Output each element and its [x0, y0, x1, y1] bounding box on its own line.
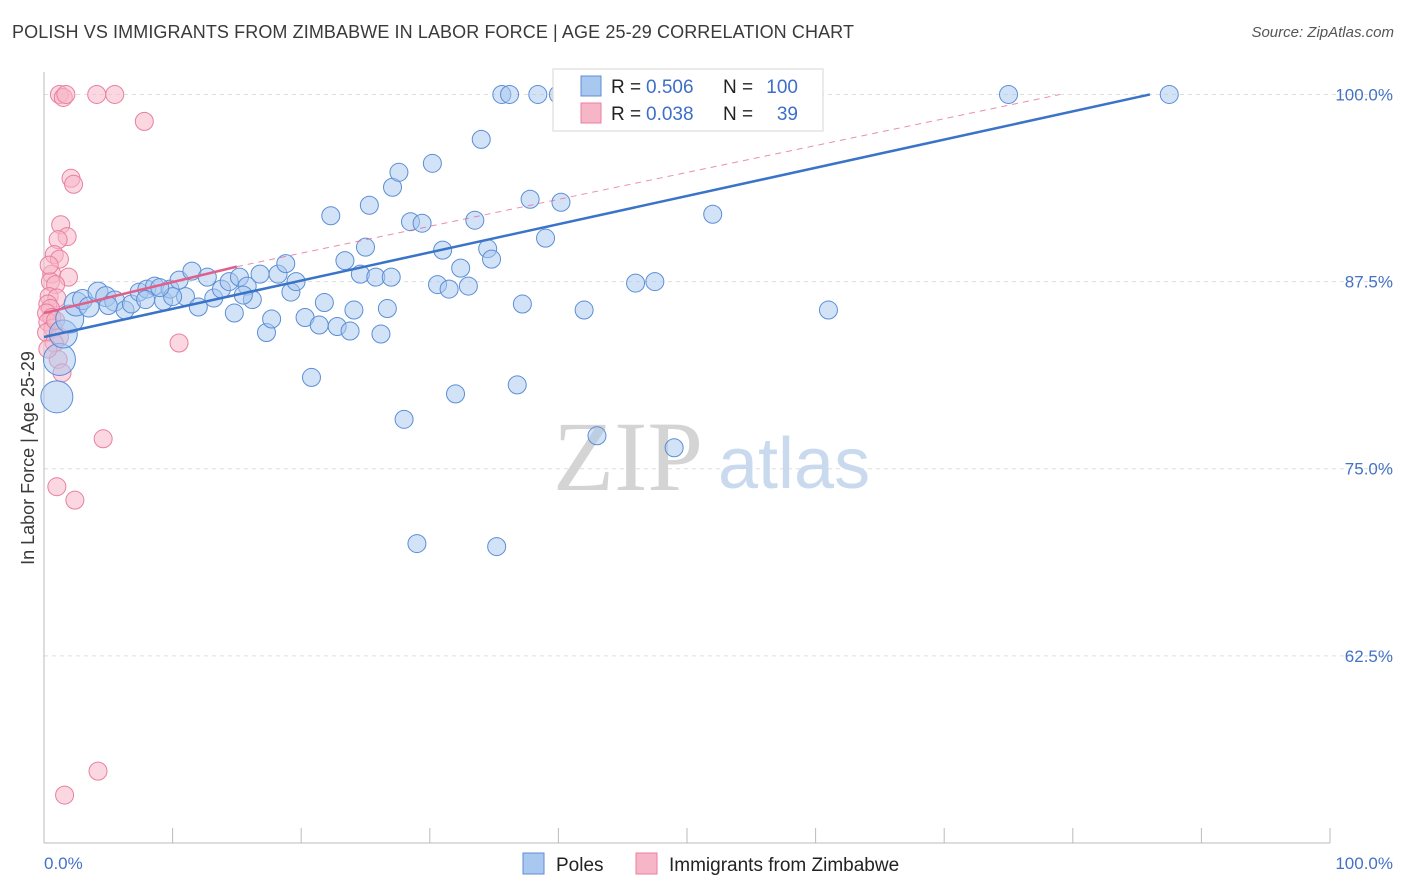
poles-point — [381, 267, 401, 287]
poles-point — [500, 84, 520, 104]
legend-r-label-poles: R = — [611, 77, 641, 98]
poles-point — [471, 129, 491, 149]
y-tick-label: 100.0% — [1335, 85, 1393, 104]
poles-point — [136, 290, 156, 310]
poles-point — [359, 195, 379, 215]
zimbabwe-point — [56, 84, 76, 104]
poles-point — [340, 321, 360, 341]
poles-point — [197, 267, 217, 287]
poles-point — [412, 213, 432, 233]
zimbabwe-point — [65, 490, 85, 510]
zimbabwe-point — [55, 785, 75, 805]
zimbabwe-point — [64, 174, 84, 194]
y-axis-label: In Labor Force | Age 25-29 — [18, 351, 38, 565]
poles-point — [528, 84, 548, 104]
bottom-legend-label-zimbabwe: Immigrants from Zimbabwe — [669, 855, 899, 876]
poles-point — [371, 324, 391, 344]
poles-point — [818, 300, 838, 320]
poles-point — [42, 342, 76, 376]
x-tick-label-max: 100.0% — [1335, 854, 1393, 873]
poles-point — [487, 537, 507, 557]
poles-point — [276, 254, 296, 274]
poles-point — [520, 189, 540, 209]
poles-points — [40, 84, 1179, 557]
poles-point — [262, 309, 282, 329]
stats-legend: R = 0.506 N = 100 R = 0.038 N = 39 — [552, 68, 824, 132]
bottom-legend-swatch-poles — [522, 852, 545, 875]
source-label: Source: ZipAtlas.com — [1251, 24, 1394, 41]
trend-lines — [43, 93, 1151, 339]
zimbabwe-trend-line — [43, 265, 238, 315]
poles-point — [394, 409, 414, 429]
watermark-atlas: atlas — [718, 424, 870, 504]
poles-point — [458, 276, 478, 296]
poles-point — [309, 315, 329, 335]
zimbabwe-point — [169, 333, 189, 353]
poles-point — [389, 162, 409, 182]
poles-point — [482, 249, 502, 269]
poles-point — [703, 204, 723, 224]
legend-n-label-zimbabwe: N = — [723, 104, 753, 125]
poles-point — [335, 251, 355, 271]
poles-point — [645, 272, 665, 292]
poles-point — [507, 375, 527, 395]
poles-point — [536, 228, 556, 248]
poles-point — [301, 367, 321, 387]
zimbabwe-point — [47, 477, 67, 497]
legend-n-poles: 100 — [766, 77, 798, 98]
poles-point — [314, 293, 334, 313]
zimbabwe-points — [37, 84, 189, 805]
poles-point — [664, 438, 684, 458]
legend-swatch-poles — [580, 75, 602, 97]
legend-swatch-zimbabwe — [580, 102, 602, 124]
poles-point — [446, 384, 466, 404]
legend-n-label-poles: N = — [723, 77, 753, 98]
y-tick-labels: 62.5% 75.0% 87.5% 100.0% — [1335, 85, 1393, 665]
bottom-legend-label-poles: Poles — [556, 855, 604, 876]
zimbabwe-point — [87, 84, 107, 104]
zimbabwe-point — [134, 111, 154, 131]
grid-lines — [44, 93, 1393, 657]
y-tick-label: 75.0% — [1345, 460, 1393, 479]
zimbabwe-point — [88, 761, 108, 781]
poles-point — [451, 258, 471, 278]
poles-point — [321, 206, 341, 226]
poles-point — [422, 153, 442, 173]
y-tick-label: 87.5% — [1345, 273, 1393, 292]
bottom-legend: Poles Immigrants from Zimbabwe — [522, 852, 899, 876]
x-tick-label-min: 0.0% — [44, 854, 83, 873]
legend-n-zimbabwe: 39 — [777, 104, 798, 125]
zimbabwe-point — [39, 255, 59, 275]
poles-point — [512, 294, 532, 314]
poles-point — [439, 279, 459, 299]
poles-point — [250, 264, 270, 284]
watermark-zip: ZIP — [553, 401, 703, 512]
poles-point — [224, 303, 244, 323]
poles-point — [587, 426, 607, 446]
poles-point — [551, 192, 571, 212]
chart-title: POLISH VS IMMIGRANTS FROM ZIMBABWE IN LA… — [12, 22, 855, 42]
poles-point — [344, 300, 364, 320]
poles-point — [356, 237, 375, 257]
poles-trend-line — [43, 93, 1151, 339]
poles-point — [40, 380, 74, 414]
zimbabwe-trend-extension — [236, 93, 1061, 268]
poles-point — [1159, 84, 1179, 104]
zimbabwe-point — [105, 84, 125, 104]
legend-r-label-zimbabwe: R = — [611, 104, 641, 125]
poles-point — [574, 300, 594, 320]
poles-point — [377, 299, 397, 319]
legend-r-poles: 0.506 — [646, 77, 694, 98]
y-tick-label: 62.5% — [1345, 647, 1393, 666]
zimbabwe-point — [93, 429, 113, 449]
poles-point — [465, 210, 485, 230]
bottom-legend-swatch-zimbabwe — [635, 852, 658, 875]
poles-point — [999, 84, 1018, 104]
poles-point — [407, 534, 427, 554]
legend-r-zimbabwe: 0.038 — [646, 104, 694, 125]
x-ticks — [172, 828, 1331, 843]
poles-point — [626, 273, 646, 293]
